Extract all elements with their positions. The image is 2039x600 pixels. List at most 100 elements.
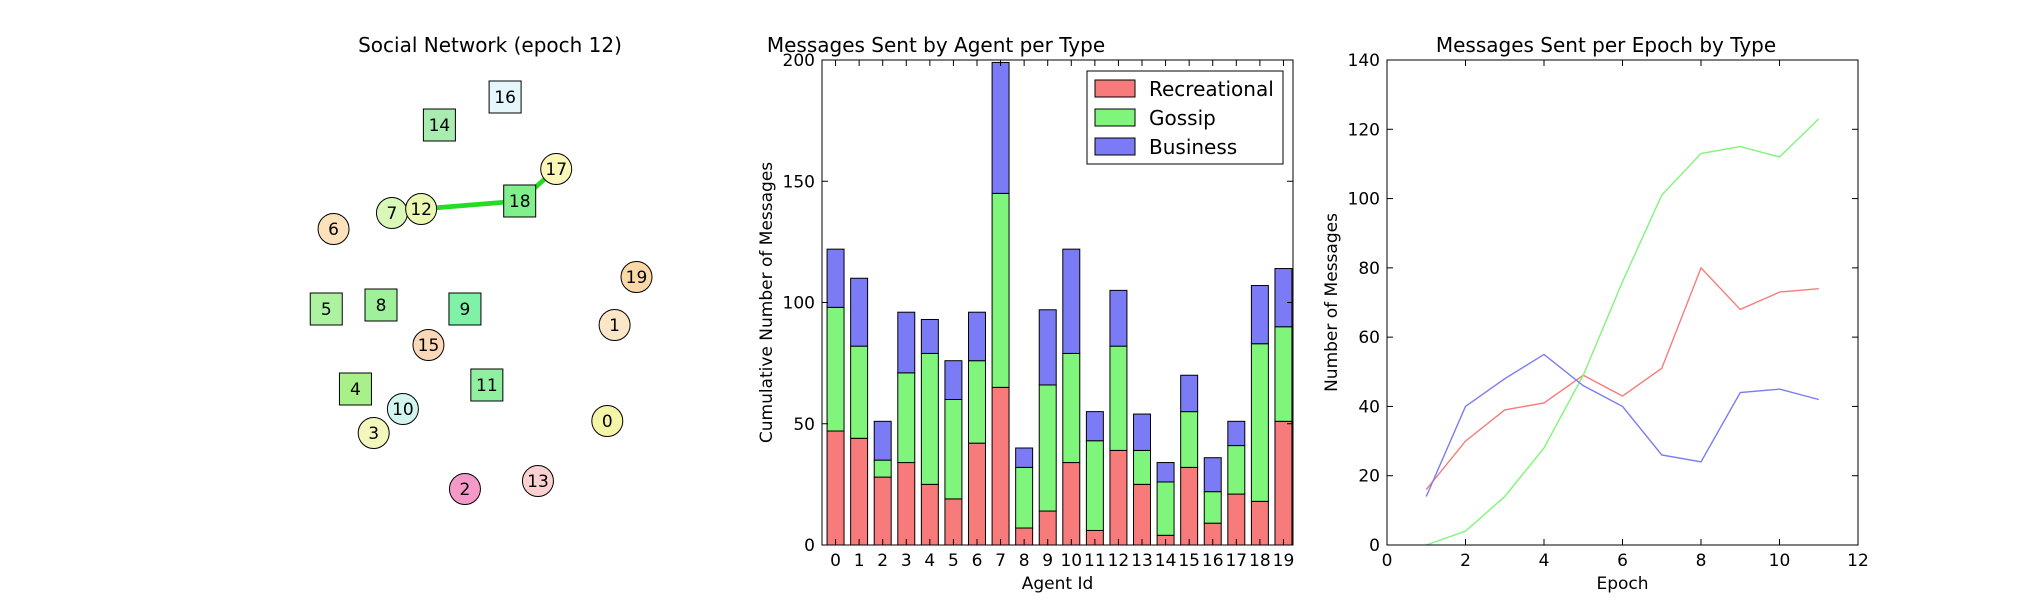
network-node-circle [448,473,481,505]
network-node-label: 11 [476,376,498,396]
bar-segment [826,248,845,308]
x-tick-label: 7 [995,551,1006,571]
x-tick-label: 8 [1696,551,1707,571]
network-node: 0 [591,405,624,437]
x-tick-label: 3 [901,551,912,571]
network-node-square [488,80,522,114]
network-node-square [503,184,537,218]
bar-segment [1062,352,1081,464]
network-node-label: 10 [392,400,414,420]
network-node: 10 [386,393,419,425]
x-tick-label: 2 [1460,551,1471,571]
network-node-label: 6 [328,220,339,240]
x-tick-label: 0 [1382,551,1393,571]
network-node-label: 14 [429,116,451,136]
line-chart-ylabel: Number of Messages [1322,213,1342,392]
bar-segment [1274,420,1293,546]
network-node-circle [540,153,573,185]
bar-segment [1062,248,1081,354]
network-node: 12 [405,193,438,225]
bar-segment [1250,343,1269,502]
y-tick-label: 100 [1348,190,1380,210]
x-tick-label: 14 [1155,551,1177,571]
network-node: 15 [412,329,445,361]
bar-segment [1227,420,1246,447]
y-tick-label: 0 [804,536,815,556]
y-tick-label: 150 [783,172,815,192]
line-chart-frame [1386,59,1859,546]
x-tick-label: 13 [1131,551,1153,571]
network-node: 16 [488,80,522,114]
network-node: 7 [375,197,408,229]
y-tick-label: 0 [1369,536,1380,556]
x-tick-label: 1 [854,551,865,571]
bar-segment [850,437,869,546]
y-tick-label: 80 [1358,259,1380,279]
bar-segment [920,483,939,546]
network-node-label: 5 [321,300,332,320]
x-tick-label: 15 [1178,551,1200,571]
x-tick-label: 10 [1769,551,1791,571]
network-node-circle [317,213,350,245]
network-node: 14 [422,108,456,142]
network-node-label: 15 [418,336,440,356]
y-tick-label: 40 [1358,397,1380,417]
network-node-label: 19 [626,268,648,288]
network-node: 18 [503,184,537,218]
legend-label: Business [1149,135,1237,159]
network-node: 19 [620,261,653,293]
bar-segment [1203,457,1222,493]
network-node-square [364,288,398,322]
legend-label: Recreational [1149,77,1274,101]
legend-swatch [1094,108,1136,127]
network-node-square [338,372,372,406]
bar-segment [1062,462,1081,546]
network-node: 2 [448,473,481,505]
network-title: Social Network (epoch 12) [358,33,622,57]
bar-segment [1133,449,1151,485]
line-chart-title: Messages Sent per Epoch by Type [1436,33,1776,57]
network-node-square [470,368,504,402]
bar-segment [968,360,986,444]
network-node: 6 [317,213,350,245]
bar-segment [850,277,869,347]
bar-segment [826,306,845,432]
x-tick-label: 18 [1249,551,1271,571]
bar-segment [1109,345,1128,451]
bar-segment [920,318,939,354]
x-tick-label: 12 [1108,551,1130,571]
network-node-label: 1 [609,316,620,336]
bar-segment [1015,466,1034,529]
network-node-circle [598,309,631,341]
bar-segment [1015,447,1034,468]
network-node-circle [591,405,624,437]
bar-segment [1180,411,1199,468]
bar-segment [1133,483,1151,546]
x-tick-label: 6 [1617,551,1628,571]
x-tick-label: 19 [1273,551,1295,571]
network-node-label: 13 [527,472,549,492]
network-node-label: 8 [376,296,387,316]
bar-segment [1038,384,1057,512]
bar-segment [991,61,1010,194]
network-node-label: 16 [494,88,516,108]
y-tick-label: 60 [1358,328,1380,348]
x-tick-label: 10 [1060,551,1082,571]
network-node-label: 17 [545,160,567,180]
bar-segment [944,399,963,500]
network-node-square [309,292,343,326]
network-node-circle [620,261,653,293]
bar-segment [1203,491,1222,524]
network-node: 1 [598,309,631,341]
bar-segment [1133,413,1151,451]
bar-segment [1156,481,1175,536]
bar-segment [1227,493,1246,546]
bar-segment [1227,445,1246,495]
bar-chart-title: Messages Sent by Agent per Type [767,33,1105,57]
network-node: 9 [448,292,482,326]
x-tick-label: 4 [924,551,935,571]
